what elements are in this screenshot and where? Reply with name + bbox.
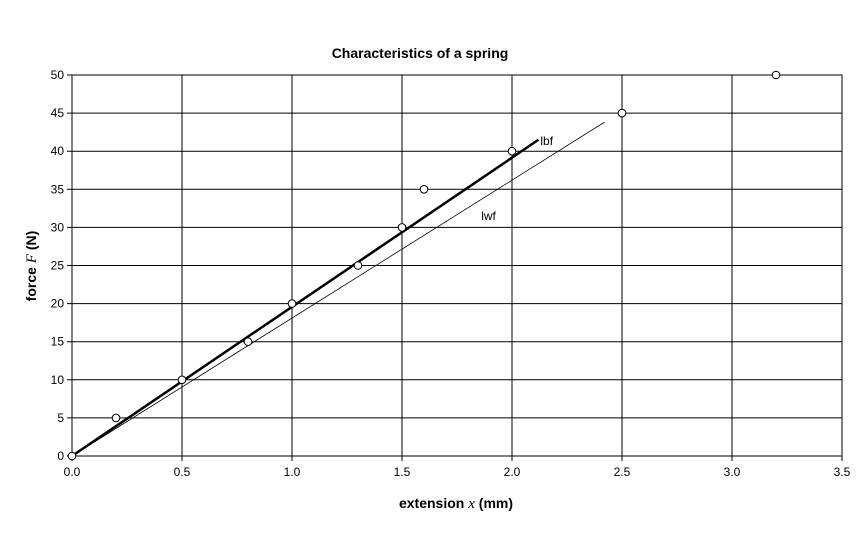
y-tick-label: 20: [51, 297, 65, 311]
data-point: [177, 375, 187, 385]
x-axis-label-prefix: extension: [399, 495, 464, 511]
x-tick-labels: 0.0 0.5 1.0 1.5 2.0 2.5 3.0 3.5: [64, 465, 851, 479]
x-tick-label: 3.0: [724, 465, 741, 479]
x-axis-label: extension x (mm): [399, 495, 513, 512]
fit-line-lwf: [71, 121, 605, 457]
y-tick-labels: 0 5 10 15 20 25 30 35 40 45 50: [51, 68, 65, 463]
x-tick-label: 2.5: [614, 465, 631, 479]
y-tick-label: 25: [51, 259, 65, 273]
y-axis-label-var: F: [24, 253, 40, 264]
x-axis-label-var: x: [467, 496, 475, 512]
x-tick-label: 3.5: [834, 465, 851, 479]
data-point: [287, 299, 297, 308]
chart-title: Characteristics of a spring: [332, 45, 509, 61]
plot-frame: [71, 74, 843, 457]
data-point: [771, 70, 781, 80]
data-point: [397, 223, 407, 232]
y-tick-label: 45: [51, 106, 65, 120]
x-tick-label: 1.0: [284, 465, 301, 479]
y-axis-label-prefix: force: [23, 267, 39, 301]
data-point: [111, 413, 121, 423]
x-tick-label: 2.0: [504, 465, 521, 479]
fit-lines: lbf lwf: [71, 121, 605, 458]
data-point: [243, 337, 253, 347]
data-point: [419, 185, 429, 194]
y-tick-label: 10: [51, 373, 65, 387]
y-tick-label: 0: [57, 449, 64, 463]
line-label-lwf: lwf: [481, 209, 496, 223]
data-point: [507, 146, 517, 156]
y-tick-label: 15: [51, 335, 65, 349]
y-tick-label: 35: [51, 182, 65, 196]
data-point: [67, 451, 77, 461]
y-tick-label: 50: [51, 68, 65, 82]
fit-line-lbf: [71, 138, 540, 458]
x-axis-label-unit: (mm): [479, 495, 513, 511]
y-tick-label: 30: [51, 220, 65, 234]
data-points: [67, 70, 781, 461]
x-tick-label: 0.5: [174, 465, 191, 479]
y-tick-label: 40: [51, 144, 65, 158]
grid: [67, 74, 843, 461]
data-point: [353, 261, 363, 270]
line-label-lbf: lbf: [540, 134, 553, 148]
data-point: [617, 108, 627, 118]
x-tick-label: 0.0: [64, 465, 81, 479]
y-axis-label-unit: (N): [23, 231, 39, 250]
x-tick-label: 1.5: [394, 465, 411, 479]
y-axis-label: force F (N): [23, 231, 40, 302]
y-tick-label: 5: [57, 411, 64, 425]
